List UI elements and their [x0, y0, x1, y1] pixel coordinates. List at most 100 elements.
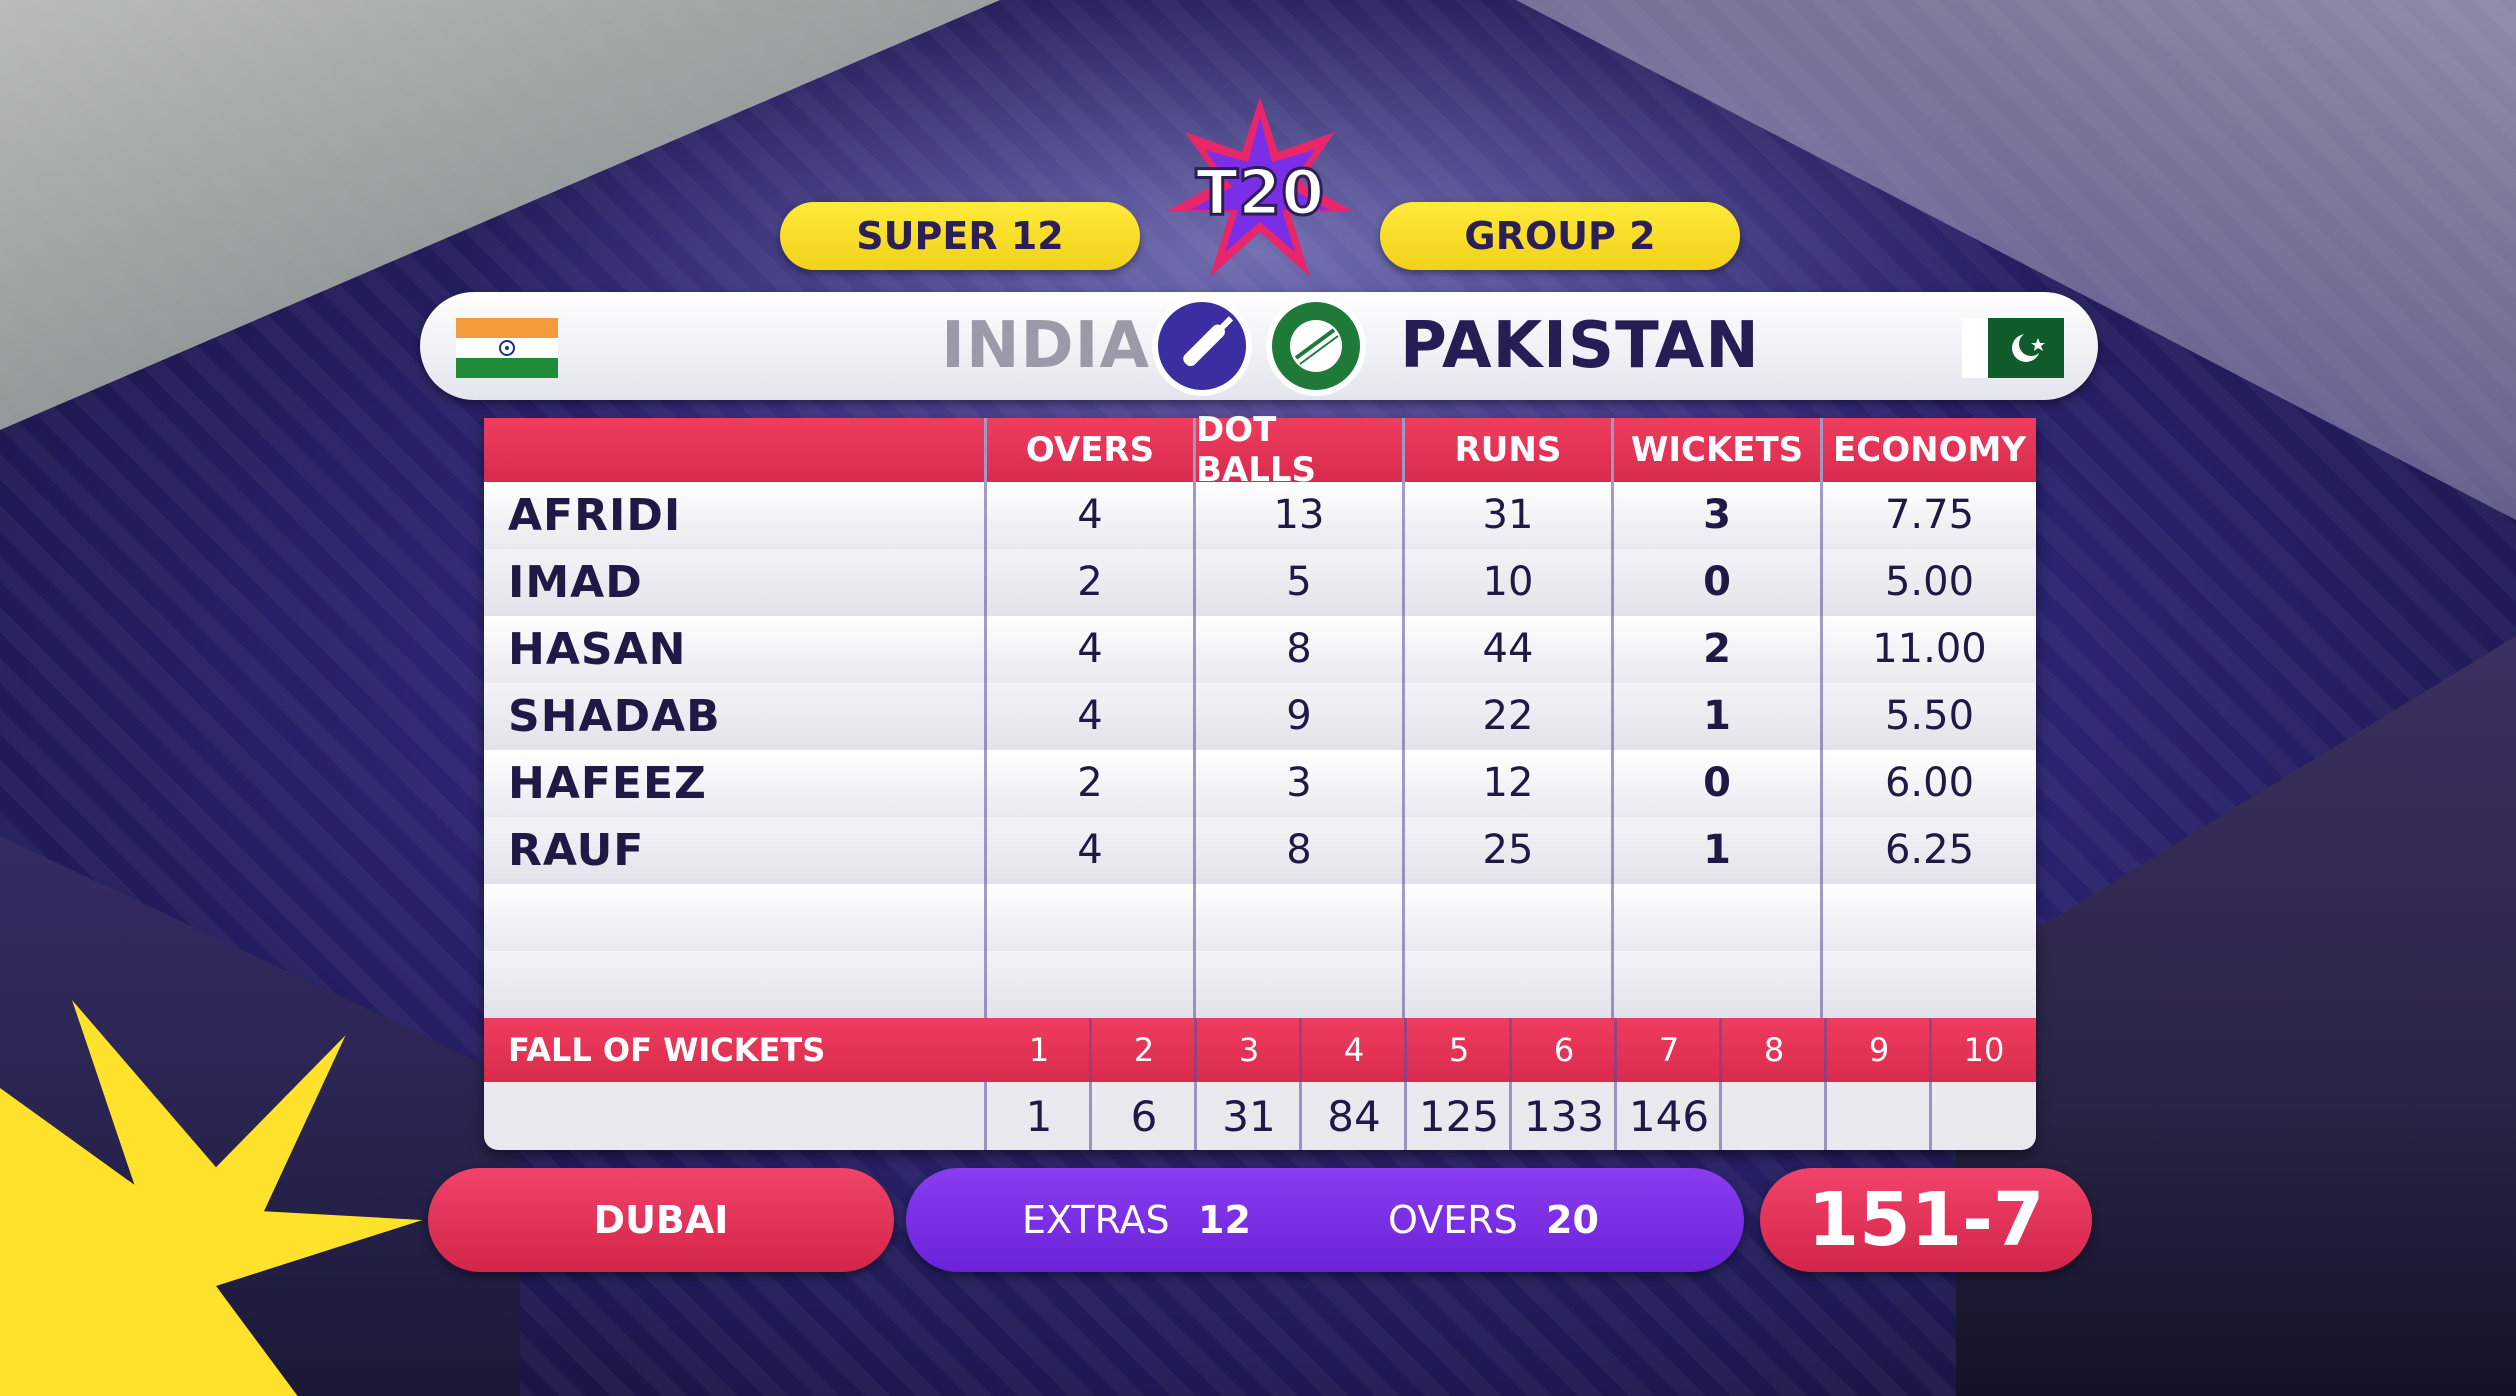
overs-cell: 2 — [1077, 760, 1103, 806]
extras-value: 12 — [1198, 1198, 1251, 1242]
fall-of-wickets-header — [484, 1018, 2036, 1082]
economy-cell: 7.75 — [1884, 492, 1975, 538]
bowler-name: IMAD — [508, 557, 643, 608]
economy-cell: 5.50 — [1884, 693, 1975, 739]
table-row: HASAN 4 8 44 2 11.00 — [484, 616, 2036, 683]
empty-row — [484, 884, 2036, 951]
group-label: GROUP 2 — [1464, 214, 1656, 258]
pakistan-flag-icon — [1962, 318, 2064, 378]
wicket-fall-score: 31 — [1222, 1092, 1276, 1141]
wicket-fall-score: 146 — [1628, 1092, 1710, 1141]
bowler-name: SHADAB — [508, 691, 721, 742]
venue-pill: DUBAI — [428, 1168, 894, 1272]
dot-balls-cell: 8 — [1286, 827, 1312, 873]
wicket-fall-score — [1722, 1084, 1826, 1150]
column-header-runs: RUNS — [1405, 418, 1611, 482]
economy-cell: 5.00 — [1884, 559, 1975, 605]
runs-cell: 31 — [1482, 492, 1534, 538]
wickets-cell: 3 — [1703, 492, 1731, 538]
table-row: AFRIDI 4 13 31 3 7.75 — [484, 482, 2036, 549]
bowling-figures-table: OVERS DOT BALLS RUNS WICKETS ECONOMY AFR… — [484, 410, 2036, 1150]
column-header-wickets: WICKETS — [1614, 418, 1820, 482]
column-divider — [1820, 418, 1823, 1018]
wicket-fall-score — [1827, 1084, 1931, 1150]
overs-cell: 4 — [1077, 693, 1103, 739]
wickets-cell: 0 — [1703, 760, 1731, 806]
runs-cell: 44 — [1482, 626, 1534, 672]
wicket-number: 5 — [1448, 1031, 1470, 1069]
column-header-overs: OVERS — [987, 418, 1193, 482]
teams-bar — [420, 292, 2098, 400]
economy-cell: 11.00 — [1872, 626, 1987, 672]
column-header-economy: ECONOMY — [1823, 418, 2036, 482]
fall-of-wickets-label: FALL OF WICKETS — [508, 1031, 826, 1069]
wicket-fall-score: 6 — [1130, 1092, 1158, 1141]
wicket-fall-score: 133 — [1523, 1092, 1605, 1141]
overs-cell: 4 — [1077, 492, 1103, 538]
column-divider — [1719, 1018, 1722, 1150]
wickets-cell: 1 — [1703, 693, 1731, 739]
runs-cell: 12 — [1482, 760, 1534, 806]
batting-team-name: INDIA — [941, 309, 1150, 383]
wicket-number: 9 — [1868, 1031, 1890, 1069]
wicket-number: 10 — [1963, 1031, 2005, 1069]
group-pill: GROUP 2 — [1380, 202, 1740, 270]
column-divider — [1929, 1018, 1932, 1150]
bowler-name: HASAN — [508, 624, 687, 675]
wickets-cell: 0 — [1703, 559, 1731, 605]
overs-cell: 4 — [1077, 626, 1103, 672]
table-row: RAUF 4 8 25 1 6.25 — [484, 817, 2036, 884]
wickets-cell: 2 — [1703, 626, 1731, 672]
table-row: HAFEEZ 2 3 12 0 6.00 — [484, 750, 2036, 817]
stage-pill: SUPER 12 — [780, 202, 1140, 270]
table-row: IMAD 2 5 10 0 5.00 — [484, 549, 2036, 616]
wicket-fall-score — [1932, 1084, 2036, 1150]
column-divider — [1509, 1018, 1512, 1150]
wicket-number: 6 — [1553, 1031, 1575, 1069]
overs-cell: 2 — [1077, 559, 1103, 605]
dot-balls-cell: 5 — [1286, 559, 1312, 605]
runs-cell: 25 — [1482, 827, 1534, 873]
column-divider — [1194, 1018, 1197, 1150]
cricket-bat-icon — [1152, 296, 1252, 396]
wicket-fall-score: 84 — [1327, 1092, 1381, 1141]
table-header-name — [484, 418, 984, 482]
dot-balls-cell: 13 — [1273, 492, 1325, 538]
t20-world-cup-logo: T20 — [1165, 97, 1355, 277]
column-divider — [1824, 1018, 1827, 1150]
wicket-number: 8 — [1763, 1031, 1785, 1069]
table-row: SHADAB 4 9 22 1 5.50 — [484, 683, 2036, 750]
wicket-number: 3 — [1238, 1031, 1260, 1069]
economy-cell: 6.25 — [1884, 827, 1975, 873]
wicket-number: 7 — [1658, 1031, 1680, 1069]
stage-label: SUPER 12 — [856, 214, 1064, 258]
dot-balls-cell: 9 — [1286, 693, 1312, 739]
india-flag-icon — [456, 318, 558, 378]
column-header-dot-balls: DOT BALLS — [1196, 410, 1402, 490]
total-score-pill: 151-7 — [1760, 1168, 2092, 1272]
wicket-number: 2 — [1133, 1031, 1155, 1069]
wicket-number: 4 — [1343, 1031, 1365, 1069]
bowler-name: RAUF — [508, 825, 645, 876]
column-divider — [1611, 418, 1614, 1018]
column-divider — [1193, 418, 1196, 1018]
dot-balls-cell: 8 — [1286, 626, 1312, 672]
column-divider — [1404, 1018, 1407, 1150]
wickets-cell: 1 — [1703, 827, 1731, 873]
extras-label: EXTRAS — [1022, 1198, 1170, 1242]
column-divider — [1089, 1018, 1092, 1150]
bowler-name: HAFEEZ — [508, 758, 707, 809]
wicket-fall-score: 1 — [1025, 1092, 1053, 1141]
total-score: 151-7 — [1807, 1177, 2045, 1263]
runs-cell: 22 — [1482, 693, 1534, 739]
bowler-name: AFRIDI — [508, 490, 682, 541]
cricket-ball-icon — [1266, 296, 1366, 396]
column-divider — [1614, 1018, 1617, 1150]
empty-row — [484, 951, 2036, 1018]
column-divider — [984, 418, 987, 1150]
overs-cell: 4 — [1077, 827, 1103, 873]
innings-summary-bar — [906, 1168, 1744, 1272]
logo-text: T20 — [1196, 156, 1325, 229]
overs-value: 20 — [1546, 1198, 1599, 1242]
column-divider — [1299, 1018, 1302, 1150]
